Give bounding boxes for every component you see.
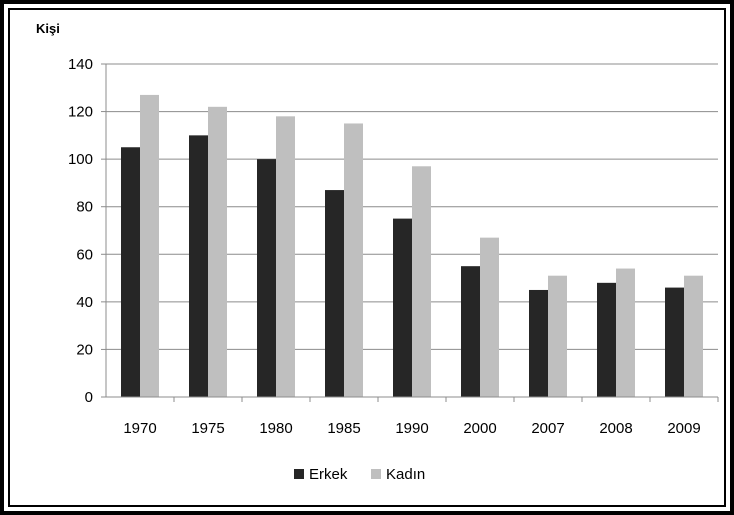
- x-tick-label-2007: 2007: [531, 420, 564, 437]
- legend-label-kadın: Kadın: [386, 466, 425, 483]
- x-tick-label-2008: 2008: [599, 420, 632, 437]
- y-tick-label-100: 100: [68, 151, 93, 168]
- y-tick-label-140: 140: [68, 56, 93, 73]
- y-tick-label-40: 40: [76, 294, 93, 311]
- axes: [101, 63, 719, 402]
- bar-kadın-1990: [412, 166, 431, 397]
- bar-erkek-1990: [393, 218, 412, 397]
- bar-erkek-2000: [461, 266, 480, 397]
- x-tick-label-1970: 1970: [123, 420, 156, 437]
- bar-kadın-1985: [344, 123, 363, 397]
- bar-erkek-2007: [529, 289, 548, 397]
- bar-erkek-2009: [665, 287, 684, 397]
- y-tick-label-60: 60: [76, 246, 93, 263]
- bar-kadın-2008: [616, 268, 635, 397]
- bar-erkek-1985: [325, 190, 344, 397]
- x-tick-label-2000: 2000: [463, 420, 496, 437]
- legend-swatch-erkek: [294, 469, 304, 479]
- bar-kadın-2000: [480, 237, 499, 397]
- y-tick-label-20: 20: [76, 341, 93, 358]
- bar-kadın-1980: [276, 116, 295, 397]
- bar-erkek-1980: [257, 159, 276, 397]
- x-tick-labels: 1970 1975 1980 1985 1990 2000 2007 2008 2009: [123, 420, 700, 437]
- y-axis-label: Kişi: [36, 21, 60, 36]
- x-tick-label-2009: 2009: [667, 420, 700, 437]
- y-tick-labels: 0 20 40 60 80 100 120 140: [68, 56, 93, 406]
- x-tick-label-1975: 1975: [191, 420, 224, 437]
- bar-erkek-2008: [597, 282, 616, 397]
- x-tick-label-1990: 1990: [395, 420, 428, 437]
- y-tick-label-120: 120: [68, 104, 93, 121]
- legend: Erkek Kadın: [294, 466, 425, 483]
- bars: [121, 94, 703, 398]
- bar-erkek-1975: [189, 135, 208, 397]
- y-tick-label-0: 0: [85, 389, 93, 406]
- bar-kadın-1970: [140, 94, 159, 398]
- x-tick-label-1980: 1980: [259, 420, 292, 437]
- bar-kadın-2007: [548, 275, 567, 397]
- bar-kadın-1975: [208, 106, 227, 398]
- legend-label-erkek: Erkek: [309, 466, 348, 483]
- legend-swatch-kadın: [371, 469, 381, 479]
- bar-erkek-1970: [121, 147, 140, 397]
- bar-kadın-2009: [684, 275, 703, 397]
- x-tick-label-1985: 1985: [327, 420, 360, 437]
- y-tick-label-80: 80: [76, 199, 93, 216]
